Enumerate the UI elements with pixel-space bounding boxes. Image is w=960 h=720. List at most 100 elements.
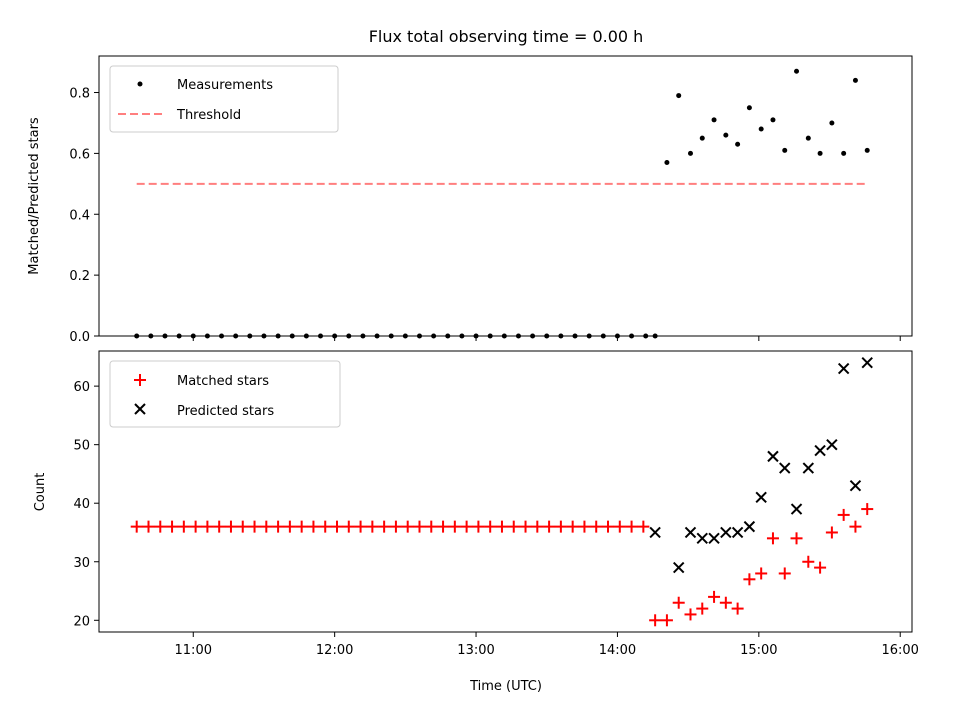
predicted-stars-point [814, 444, 826, 457]
matched-stars-point [531, 520, 544, 533]
top-legend: Measurements Threshold [109, 65, 339, 133]
bottom-ytick-label: 40 [73, 497, 90, 512]
matched-stars-point [637, 520, 650, 533]
matched-stars-point [613, 520, 626, 533]
matched-stars-point [437, 520, 450, 533]
bottom-axis-ticks: 11:00 12:00 13:00 14:00 15:00 16:00 20 30 40 50 60 [73, 380, 918, 658]
predicted-stars-point [767, 450, 779, 463]
measurement-point [852, 77, 858, 83]
matched-stars-point [448, 520, 461, 533]
predicted-stars-point [779, 462, 791, 474]
matched-stars-point [283, 520, 296, 533]
matched-stars-point [743, 573, 756, 586]
bottom-ytick-label: 30 [73, 556, 90, 571]
predicted-stars-point [684, 526, 697, 539]
predicted-stars-point [649, 526, 661, 539]
matched-stars-point [295, 520, 308, 533]
predicted-stars-point [708, 532, 720, 545]
bottom-ytick-label: 50 [73, 439, 90, 454]
matched-stars-point [331, 520, 344, 533]
matched-stars-point [566, 520, 579, 533]
measurement-point [676, 93, 682, 99]
matched-stars-point [166, 520, 179, 533]
matched-stars-point [672, 596, 685, 609]
matched-stars-point [177, 520, 190, 533]
top-panel: Flux total observing time = 0.00 h Match… [27, 27, 913, 345]
matched-stars-point [578, 520, 591, 533]
matched-stars-point [401, 520, 414, 533]
top-ytick-label: 0.2 [69, 269, 90, 284]
matched-stars-point [213, 520, 226, 533]
top-ylabel: Matched/Predicted stars [27, 117, 42, 275]
matched-stars-point [507, 520, 520, 533]
predicted-stars-point [837, 362, 850, 375]
matched-stars-point [472, 520, 485, 533]
predicted-stars-point [731, 526, 744, 539]
measurement-point [782, 147, 788, 153]
predicted-stars-point [861, 357, 873, 369]
bottom-plot-frame [98, 350, 913, 633]
bottom-ylabel: Count [33, 473, 48, 512]
matched-stars-point [837, 508, 850, 521]
legend-predicted-marker [134, 403, 146, 415]
legend-measurements-marker [137, 81, 143, 87]
matched-stars-point [389, 520, 402, 533]
predicted-stars-point [672, 561, 685, 574]
bottom-legend-box [109, 360, 341, 428]
matched-stars-point [731, 602, 744, 615]
matched-stars-point [307, 520, 320, 533]
matched-stars-point [766, 532, 779, 545]
measurement-point [687, 150, 693, 156]
bottom-ytick-label: 20 [73, 614, 90, 629]
bottom-plot-marks [130, 357, 874, 627]
bottom-xtick-label: 16:00 [881, 643, 918, 658]
legend-measurements-label: Measurements [177, 78, 273, 93]
legend-predicted-label: Predicted stars [177, 404, 274, 419]
measurement-point [770, 117, 776, 123]
bottom-xtick-label: 13:00 [457, 643, 494, 658]
legend-threshold-label: Threshold [176, 108, 241, 123]
predicted-stars-point [802, 462, 815, 474]
matched-stars-point [802, 555, 815, 568]
matched-stars-point [484, 520, 497, 533]
matched-stars-point [142, 520, 155, 533]
matched-stars-point [861, 503, 874, 516]
predicted-stars-point [826, 438, 838, 451]
matched-stars-point [460, 520, 473, 533]
bottom-xtick-label: 11:00 [175, 643, 212, 658]
bottom-legend: Matched stars Predicted stars [109, 360, 341, 428]
predicted-stars-point [720, 526, 732, 539]
matched-stars-point [130, 520, 143, 533]
matched-stars-point [543, 520, 556, 533]
matched-stars-point [154, 520, 167, 533]
bottom-xtick-label: 14:00 [599, 643, 636, 658]
matched-stars-point [696, 602, 709, 615]
measurement-point [841, 150, 847, 156]
measurement-point [758, 126, 764, 132]
measurement-point [735, 141, 741, 147]
measurement-point [711, 117, 717, 123]
top-ytick-label: 0.6 [69, 147, 90, 162]
matched-stars-point [425, 520, 438, 533]
top-legend-box [109, 65, 339, 133]
matched-stars-point [778, 567, 791, 580]
predicted-stars-point [696, 532, 708, 545]
top-plot-frame [98, 55, 913, 337]
matched-stars-point [342, 520, 355, 533]
matched-stars-point [649, 614, 662, 627]
matched-stars-point [272, 520, 285, 533]
top-ytick-label: 0.8 [69, 87, 90, 102]
measurement-point [864, 147, 870, 153]
matched-stars-point [319, 520, 332, 533]
matched-stars-point [354, 520, 367, 533]
matched-stars-point [625, 520, 638, 533]
matched-stars-point [554, 520, 567, 533]
bottom-ytick-label: 60 [73, 380, 90, 395]
matched-stars-point [495, 520, 508, 533]
bottom-panel: Count Time (UTC) 11:00 12:00 13:00 14:00 15:… [33, 350, 919, 694]
bottom-xlabel: Time (UTC) [469, 679, 542, 694]
measurement-point [817, 150, 823, 156]
matched-stars-point [366, 520, 379, 533]
matched-stars-point [755, 567, 768, 580]
